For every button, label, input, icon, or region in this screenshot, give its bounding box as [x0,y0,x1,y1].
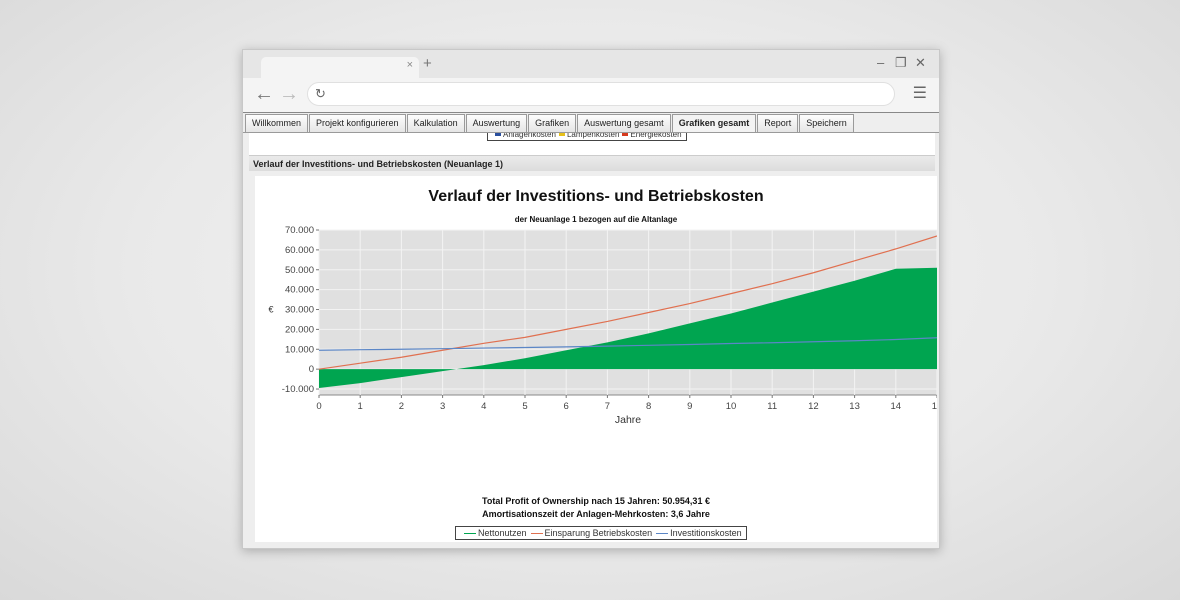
y-tick-label: 30.000 [285,305,314,316]
x-tick-label: 7 [605,401,610,412]
forward-icon[interactable]: → [279,83,299,105]
y-tick-label: 20.000 [285,324,314,335]
x-tick-label: 13 [849,401,860,412]
legend-item-label: Investitionskosten [670,528,742,538]
new-tab-icon[interactable]: + [423,55,432,72]
y-tick-label: 0 [309,364,314,375]
minimize-icon[interactable]: – [877,55,885,70]
legend-item-label: Lampenkosten [566,133,620,139]
legend-swatch [558,133,565,136]
x-tick-label: 3 [440,401,445,412]
x-axis-label: Jahre [615,414,641,426]
browser-tab[interactable]: × [261,57,419,78]
chart-panel: Verlauf der Investitions- und Betriebsko… [255,176,937,542]
y-tick-label: -10.000 [282,384,314,395]
reload-icon[interactable]: ↻ [315,86,326,101]
tab-willkommen[interactable]: Willkommen [245,114,309,133]
series-line-1 [318,337,937,351]
tab-speichern[interactable]: Speichern [799,114,854,133]
tab-report[interactable]: Report [757,114,799,133]
x-tick-label: 1 [358,401,363,412]
y-tick-label: 70.000 [285,226,314,236]
y-tick-label: 10.000 [285,344,314,355]
tab-kalkulation[interactable]: Kalkulation [406,114,465,133]
x-tick-label: 2 [399,401,404,412]
tab-grafiken[interactable]: Grafiken [528,114,577,133]
legend-swatch [464,532,476,534]
x-tick-label: 0 [316,401,321,412]
app-content: Willkommen Projekt konfigurieren Kalkulati… [243,112,939,548]
x-tick-label: 14 [891,401,902,412]
legend-swatch [656,532,669,534]
x-tick-label: 8 [646,401,651,412]
legend-item-label: Nettonutzen [478,528,527,538]
close-window-icon[interactable]: ✕ [915,55,926,70]
x-tick-label: 5 [522,401,527,412]
tab-auswertung-gesamt[interactable]: Auswertung gesamt [577,114,671,133]
legend-swatch [530,532,543,534]
menu-icon[interactable]: ☰ [912,85,927,102]
chart-title: Verlauf der Investitions- und Betriebsko… [428,188,764,205]
browser-toolbar: ← → ↻ ☰ [243,78,939,112]
legend-swatch [495,133,501,136]
previous-chart-panel: Anlagenkosten Lampenkosten Energiekosten [249,133,935,155]
tab-close-icon[interactable]: × [406,59,413,71]
address-bar[interactable]: ↻ [307,82,895,106]
tab-projekt-konfigurieren[interactable]: Projekt konfigurieren [309,114,406,133]
x-tick-label: 6 [564,401,569,412]
x-tick-label: 15 [932,401,937,412]
legend-item-label: Anlagenkosten [503,133,556,139]
tab-divider [243,132,939,133]
chart-legend: Nettonutzen Einsparung Betriebskosten Inve… [455,526,747,540]
x-tick-label: 9 [687,401,692,412]
chart-subtitle: der Neuanlage 1 bezogen auf die Altanlag… [514,215,678,224]
y-axis-label: € [268,305,273,315]
x-tick-label: 4 [481,401,486,412]
y-tick-label: 60.000 [285,245,314,256]
x-tick-label: 12 [808,401,819,412]
tab-grafiken-gesamt[interactable]: Grafiken gesamt [671,114,757,133]
browser-titlebar: × + – ❐ ✕ [243,50,939,78]
legend-item-label: Energiekosten [630,133,682,139]
chart-svg: 70.000 60.000 50.000 40.000 30.000 20.000 10.0… [268,226,937,426]
area-nettonutzen [319,267,937,389]
back-icon[interactable]: ← [254,83,274,105]
restore-icon[interactable]: ❐ [895,55,907,70]
app-tab-bar: Willkommen Projekt konfigurieren Kalkulati… [245,114,855,133]
y-tick-label: 40.000 [285,285,314,296]
section-header: Verlauf der Investitions- und Betriebsko… [249,155,935,171]
y-tick-label: 50.000 [285,265,314,276]
legend-item-label: Einsparung Betriebskosten [544,528,653,538]
previous-chart-legend: Anlagenkosten Lampenkosten Energiekosten [487,133,687,141]
amortization-text: Amortisationszeit der Anlagen-Mehrkosten… [482,509,710,519]
total-profit-text: Total Profit of Ownership nach 15 Jahren… [482,496,710,506]
browser-window: × + – ❐ ✕ ← → ↻ ☰ Willkommen Projekt konf… [242,49,940,549]
tab-auswertung[interactable]: Auswertung [465,114,528,133]
series-line-0 [318,235,937,370]
x-tick-label: 11 [767,401,777,412]
x-tick-label: 10 [726,401,737,412]
legend-swatch [622,133,629,136]
